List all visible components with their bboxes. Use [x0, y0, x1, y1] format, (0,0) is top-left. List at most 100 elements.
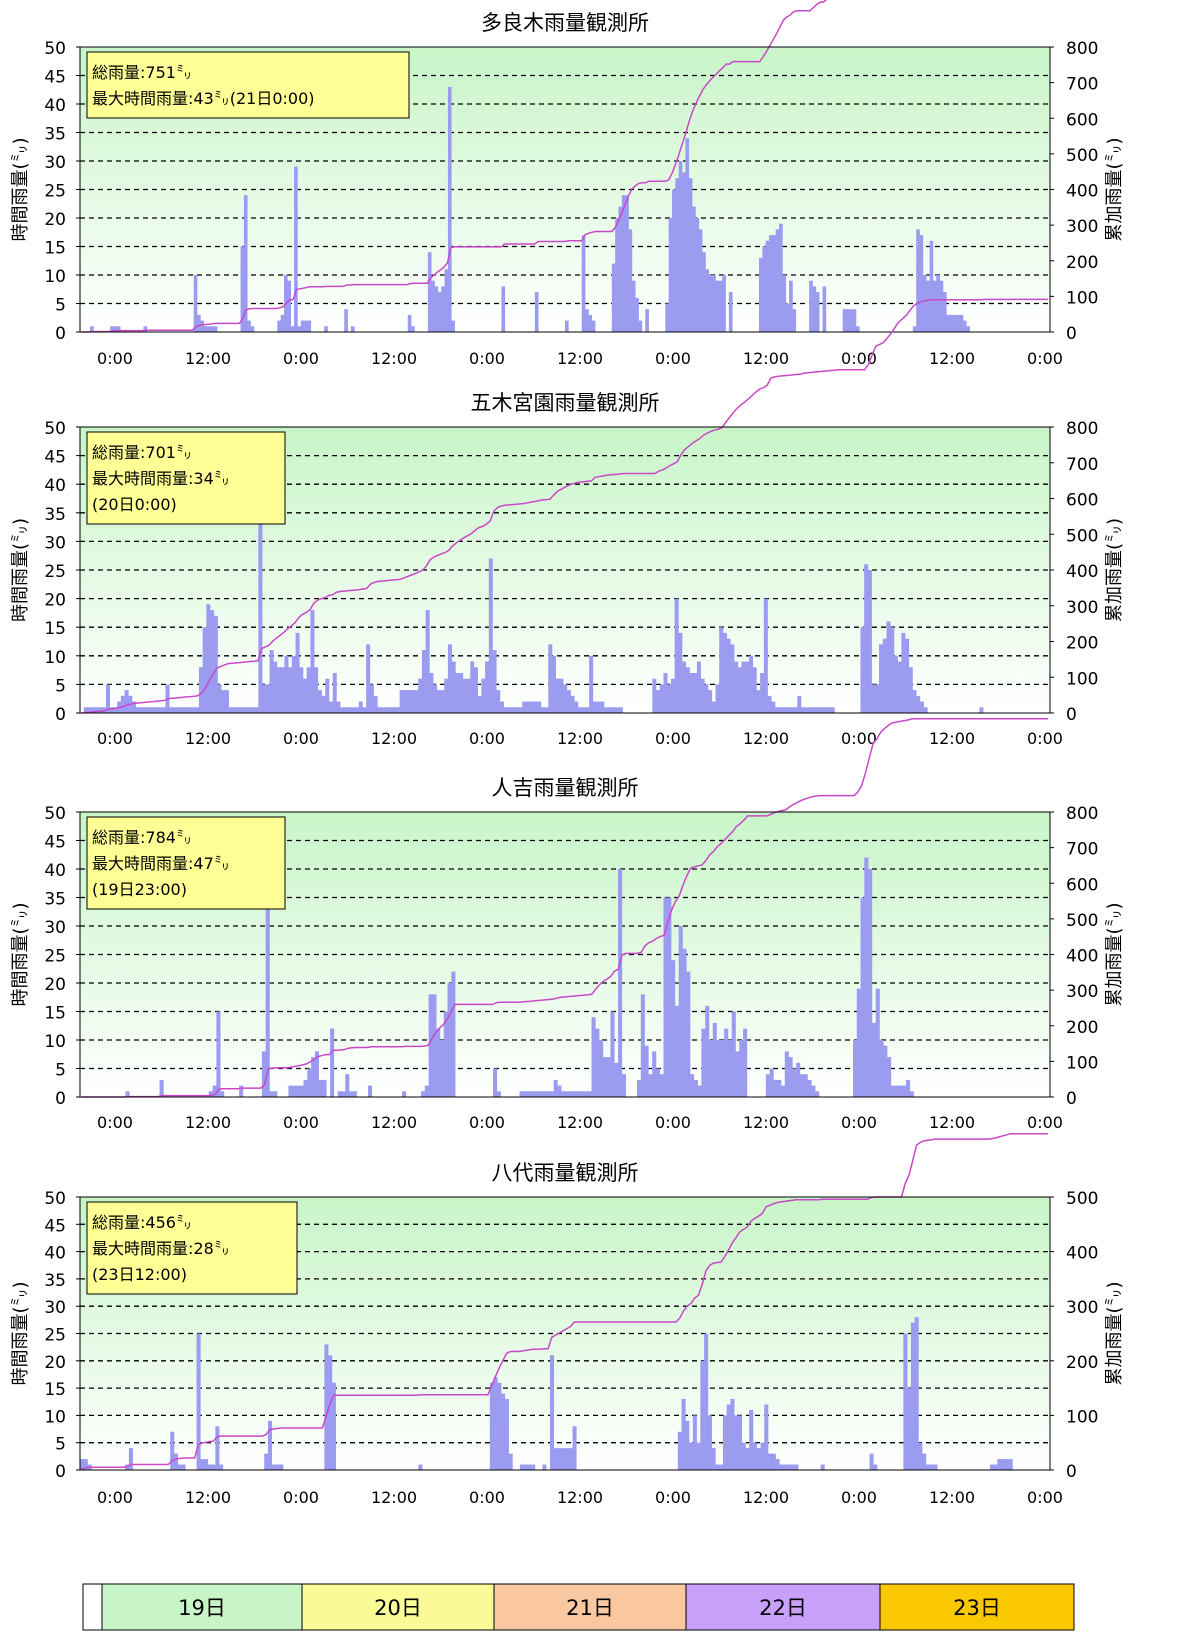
bar	[640, 994, 645, 1097]
y-tick-label: 20	[44, 975, 66, 995]
bar	[737, 1415, 743, 1470]
bar	[606, 1057, 611, 1097]
bar	[120, 695, 125, 713]
chart-4: 八代雨量観測所051015202530354045500100200300400…	[10, 1132, 1125, 1507]
bar	[197, 314, 201, 332]
bar	[583, 1091, 589, 1097]
y-tick-label: 15	[44, 1380, 66, 1400]
bar	[439, 1040, 445, 1097]
bar	[663, 897, 668, 1097]
bar	[636, 1079, 642, 1097]
x-tick-label: 0:00	[469, 1488, 505, 1507]
bar	[181, 1464, 186, 1470]
bar	[489, 1382, 494, 1470]
bar	[693, 1079, 698, 1097]
bar	[193, 275, 198, 332]
bar	[200, 320, 205, 332]
bar	[783, 1464, 788, 1470]
bar	[794, 1464, 799, 1470]
bar	[325, 678, 330, 713]
bar	[956, 314, 960, 332]
bar	[939, 280, 944, 332]
bar	[599, 1040, 604, 1097]
bar	[555, 678, 560, 713]
bar	[275, 1464, 280, 1470]
y2-axis-label: 累加雨量(㍉)	[1104, 1281, 1125, 1385]
legend-day-cell	[685, 1583, 881, 1631]
x-tick-label: 0:00	[1027, 1488, 1063, 1507]
annotation-line: 最大時間雨量:28㍉	[92, 1239, 230, 1258]
bar	[932, 280, 937, 332]
y2-axis-label: 累加雨量(㍉)	[1104, 137, 1125, 241]
x-tick-label: 0:00	[841, 1113, 877, 1132]
bar	[336, 701, 341, 713]
y-tick-label: 0	[55, 324, 66, 344]
bar	[748, 655, 753, 713]
bar	[271, 1464, 276, 1470]
bar	[893, 655, 898, 713]
y2-tick-label: 800	[1066, 39, 1098, 59]
bar	[367, 1085, 373, 1097]
y2-tick-label: 100	[1066, 288, 1098, 308]
bar	[206, 604, 211, 713]
y2-tick-label: 300	[1066, 1298, 1098, 1318]
bar	[997, 1459, 1002, 1470]
bar	[910, 1322, 915, 1470]
y-tick-label: 5	[55, 1061, 66, 1081]
x-tick-label: 0:00	[283, 1113, 319, 1132]
bar	[203, 326, 208, 332]
annotation-line: 総雨量:751㍉	[92, 63, 192, 82]
bar	[523, 1464, 528, 1470]
bar	[366, 644, 371, 713]
bar	[143, 326, 148, 332]
bar	[198, 667, 203, 713]
chart-title: 五木宮園雨量観測所	[471, 391, 660, 415]
bar	[533, 701, 538, 713]
bar	[418, 1464, 423, 1470]
bar	[324, 1344, 329, 1470]
bar	[177, 1464, 182, 1470]
bar	[804, 707, 809, 713]
bar	[659, 684, 664, 713]
bar	[625, 195, 629, 332]
bar	[731, 1011, 736, 1097]
bar	[702, 252, 706, 332]
bar	[436, 690, 441, 713]
bar	[314, 667, 319, 713]
bar	[220, 1091, 225, 1097]
bar	[110, 326, 114, 332]
y2-tick-label: 800	[1066, 419, 1098, 439]
bar	[299, 1085, 304, 1097]
bar	[337, 1091, 342, 1097]
bar	[288, 667, 293, 713]
bar	[790, 1464, 795, 1470]
x-tick-label: 0:00	[97, 729, 133, 748]
bar	[273, 1091, 278, 1097]
bar	[685, 667, 690, 713]
bar	[592, 701, 597, 713]
legend-day-cell	[879, 1583, 1075, 1631]
bar	[565, 320, 569, 332]
bar	[207, 326, 211, 332]
x-tick-label: 0:00	[469, 349, 505, 368]
bar	[161, 707, 166, 713]
bar	[341, 1091, 346, 1097]
bar	[537, 701, 542, 713]
bar	[352, 1091, 357, 1097]
bar	[264, 1453, 269, 1470]
x-tick-label: 0:00	[1027, 729, 1063, 748]
bar	[674, 598, 679, 713]
x-tick-label: 12:00	[557, 1113, 603, 1132]
x-tick-label: 12:00	[185, 729, 231, 748]
y-tick-label: 0	[55, 1089, 66, 1109]
bar	[219, 1464, 224, 1470]
bar	[399, 690, 404, 713]
y-tick-label: 35	[44, 890, 66, 910]
bar	[239, 1085, 244, 1097]
y2-tick-label: 200	[1066, 634, 1098, 654]
bar	[407, 690, 412, 713]
bar	[700, 1360, 705, 1470]
bar	[700, 678, 705, 713]
bar	[686, 971, 691, 1097]
bar	[591, 1017, 596, 1097]
